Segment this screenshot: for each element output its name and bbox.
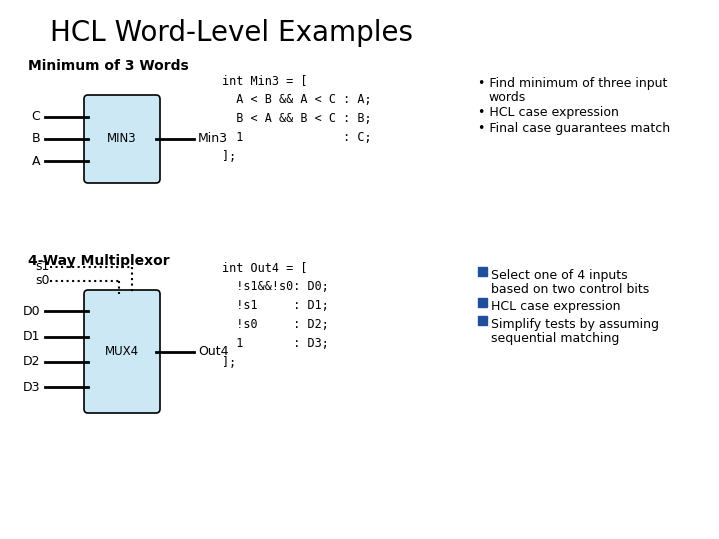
Text: HCL case expression: HCL case expression xyxy=(491,300,620,313)
Text: Select one of 4 inputs: Select one of 4 inputs xyxy=(491,269,628,282)
Text: MUX4: MUX4 xyxy=(105,345,139,358)
Text: B: B xyxy=(32,133,40,146)
Text: 4-Way Multiplexor: 4-Way Multiplexor xyxy=(28,254,170,268)
Text: Out4: Out4 xyxy=(198,345,229,358)
Text: words: words xyxy=(488,91,526,104)
Text: D3: D3 xyxy=(22,381,40,393)
Bar xyxy=(478,316,487,325)
Bar xyxy=(478,267,487,276)
Text: Min3: Min3 xyxy=(198,133,228,146)
Text: Simplify tests by assuming: Simplify tests by assuming xyxy=(491,318,659,331)
Text: int Min3 = [
  A < B && A < C : A;
  B < A && B < C : B;
  1              : C;
]: int Min3 = [ A < B && A < C : A; B < A &… xyxy=(222,74,372,163)
FancyBboxPatch shape xyxy=(84,95,160,183)
Text: A: A xyxy=(32,155,40,168)
Text: HCL Word-Level Examples: HCL Word-Level Examples xyxy=(50,19,413,47)
Text: D1: D1 xyxy=(22,330,40,343)
Text: s0: s0 xyxy=(35,274,50,287)
Text: sequential matching: sequential matching xyxy=(491,332,619,345)
Bar xyxy=(478,298,487,307)
Text: • Final case guarantees match: • Final case guarantees match xyxy=(478,122,670,135)
Text: int Out4 = [
  !s1&&!s0: D0;
  !s1     : D1;
  !s0     : D2;
  1       : D3;
];: int Out4 = [ !s1&&!s0: D0; !s1 : D1; !s0… xyxy=(222,261,329,369)
FancyBboxPatch shape xyxy=(84,290,160,413)
Text: • HCL case expression: • HCL case expression xyxy=(478,106,619,120)
Text: D2: D2 xyxy=(22,355,40,368)
Text: • Find minimum of three input: • Find minimum of three input xyxy=(478,77,667,90)
Text: MIN3: MIN3 xyxy=(107,133,137,146)
Text: based on two control bits: based on two control bits xyxy=(491,283,649,296)
Text: s1: s1 xyxy=(35,260,50,273)
Text: C: C xyxy=(31,110,40,123)
Text: Minimum of 3 Words: Minimum of 3 Words xyxy=(28,59,189,73)
Text: D0: D0 xyxy=(22,305,40,318)
